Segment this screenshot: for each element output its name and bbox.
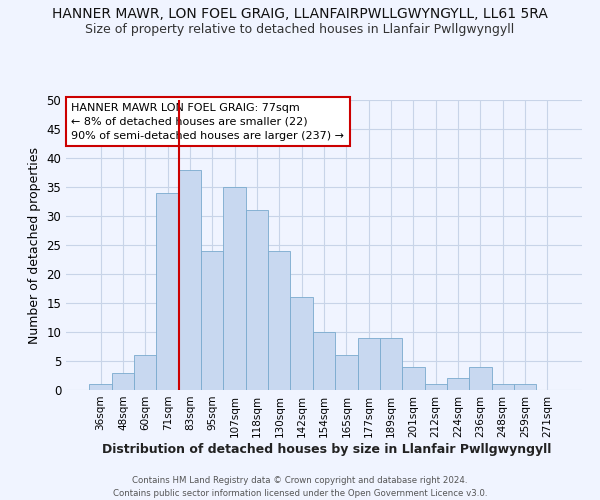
- Y-axis label: Number of detached properties: Number of detached properties: [28, 146, 41, 344]
- Text: HANNER MAWR, LON FOEL GRAIG, LLANFAIRPWLLGWYNGYLL, LL61 5RA: HANNER MAWR, LON FOEL GRAIG, LLANFAIRPWL…: [52, 8, 548, 22]
- Bar: [201, 251, 223, 390]
- Bar: [179, 170, 201, 390]
- Bar: [358, 338, 380, 390]
- Bar: [89, 384, 112, 390]
- Bar: [469, 367, 491, 390]
- Bar: [380, 338, 402, 390]
- Bar: [402, 367, 425, 390]
- Text: Contains HM Land Registry data © Crown copyright and database right 2024.
Contai: Contains HM Land Registry data © Crown c…: [113, 476, 487, 498]
- Bar: [425, 384, 447, 390]
- Bar: [491, 384, 514, 390]
- Bar: [447, 378, 469, 390]
- Bar: [290, 297, 313, 390]
- Bar: [268, 251, 290, 390]
- Text: Distribution of detached houses by size in Llanfair Pwllgwyngyll: Distribution of detached houses by size …: [103, 442, 551, 456]
- Bar: [134, 355, 157, 390]
- Text: HANNER MAWR LON FOEL GRAIG: 77sqm
← 8% of detached houses are smaller (22)
90% o: HANNER MAWR LON FOEL GRAIG: 77sqm ← 8% o…: [71, 103, 344, 141]
- Bar: [514, 384, 536, 390]
- Bar: [335, 355, 358, 390]
- Bar: [112, 372, 134, 390]
- Bar: [223, 187, 246, 390]
- Bar: [246, 210, 268, 390]
- Text: Size of property relative to detached houses in Llanfair Pwllgwyngyll: Size of property relative to detached ho…: [85, 22, 515, 36]
- Bar: [157, 193, 179, 390]
- Bar: [313, 332, 335, 390]
